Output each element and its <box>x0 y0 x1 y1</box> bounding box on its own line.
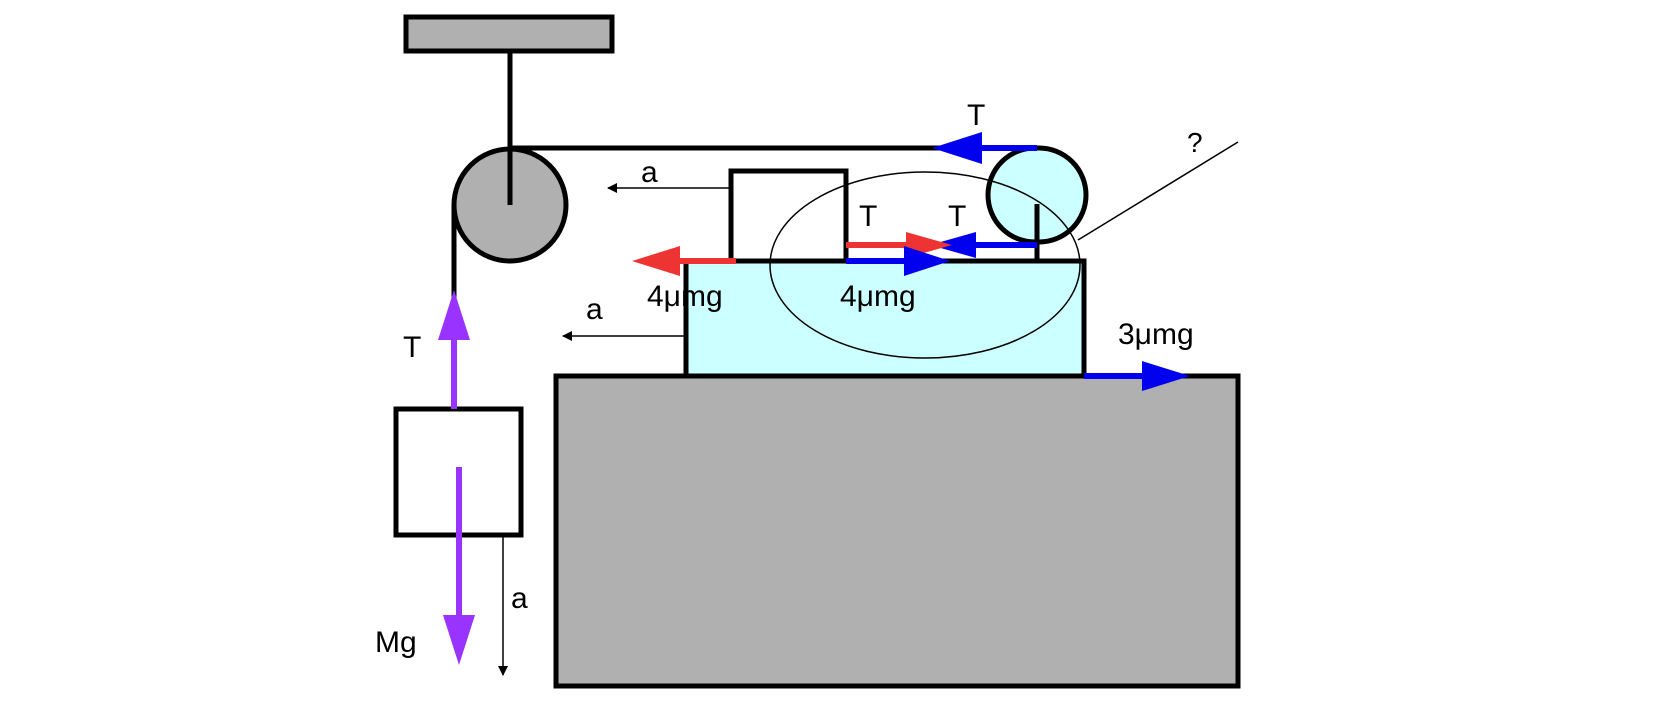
accel-hanging-label: a <box>511 582 528 615</box>
tension-mid-left-label: T <box>859 200 877 233</box>
tension-hanging-label: T <box>403 331 421 364</box>
friction-right-label: 4μmg <box>840 280 916 313</box>
small-block <box>728 168 849 264</box>
tension-mid-right-arrowhead <box>930 232 976 258</box>
tension-hanging-arrowhead <box>438 290 470 340</box>
ceiling-bar <box>403 14 615 54</box>
friction-ground-label: 3μmg <box>1118 318 1194 351</box>
question-label: ? <box>1187 127 1203 158</box>
friction-right-arrowhead <box>904 246 950 276</box>
accel-cart-label: a <box>586 293 603 326</box>
weight-label: Mg <box>375 626 417 659</box>
ground-block <box>553 373 1241 689</box>
tension-top-arrowhead <box>932 132 982 164</box>
weight-arrowhead <box>443 615 475 665</box>
leader-line <box>1077 141 1239 241</box>
friction-left-arrowhead <box>632 246 680 276</box>
friction-ground-arrowhead <box>1142 361 1190 391</box>
system-ellipse <box>769 171 1081 359</box>
tension-top-label: T <box>967 99 985 132</box>
accel-small-block-label: a <box>641 156 658 189</box>
cart-block <box>683 258 1087 379</box>
friction-left-label: 4μmg <box>647 280 723 313</box>
tension-mid-right-label: T <box>948 200 966 233</box>
